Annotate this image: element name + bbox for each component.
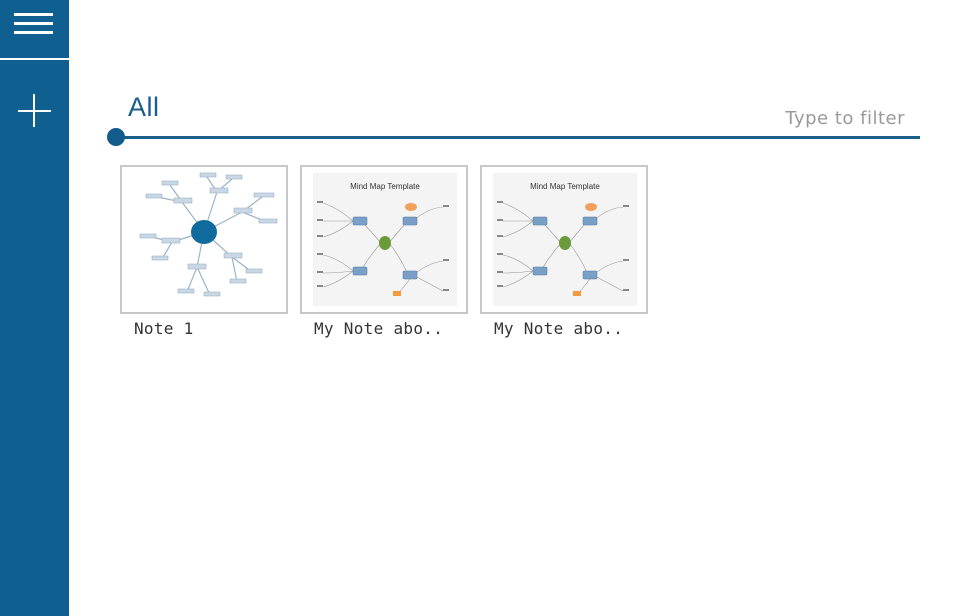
page-title: All	[128, 92, 160, 122]
thumbnail-title: Mind Map Template	[530, 182, 600, 191]
note-title: My Note abo..	[494, 319, 624, 338]
mind-map-template-preview: Mind Map Template	[493, 173, 637, 306]
note-title: My Note abo..	[314, 319, 444, 338]
mind-map-template-icon: Mind Map Template	[497, 182, 629, 296]
note-card[interactable]: Note 1	[120, 165, 288, 345]
note-title: Note 1	[134, 319, 194, 338]
note-thumbnail	[120, 165, 288, 314]
menu-bar	[14, 31, 53, 34]
radial-mind-map-icon	[139, 172, 278, 297]
filter-underline	[114, 136, 920, 139]
sidebar-divider	[0, 58, 69, 60]
mind-map-template-icon: Mind Map Template	[317, 182, 449, 296]
note-thumbnail: Mind Map Template	[480, 165, 648, 314]
menu-bar	[14, 22, 53, 25]
note-card[interactable]: Mind Map Template	[300, 165, 468, 345]
menu-bar	[14, 13, 53, 16]
plus-vertical	[33, 94, 35, 127]
note-card[interactable]: Mind Map Template	[480, 165, 648, 345]
plus-icon[interactable]	[0, 86, 69, 136]
note-thumbnail: Mind Map Template	[300, 165, 468, 314]
thumbnail-title: Mind Map Template	[350, 182, 420, 191]
sidebar	[0, 0, 69, 616]
filter-input[interactable]	[660, 104, 905, 132]
hamburger-menu-icon[interactable]	[0, 0, 69, 58]
filter-handle[interactable]	[107, 128, 125, 146]
mind-map-template-preview: Mind Map Template	[313, 173, 457, 306]
